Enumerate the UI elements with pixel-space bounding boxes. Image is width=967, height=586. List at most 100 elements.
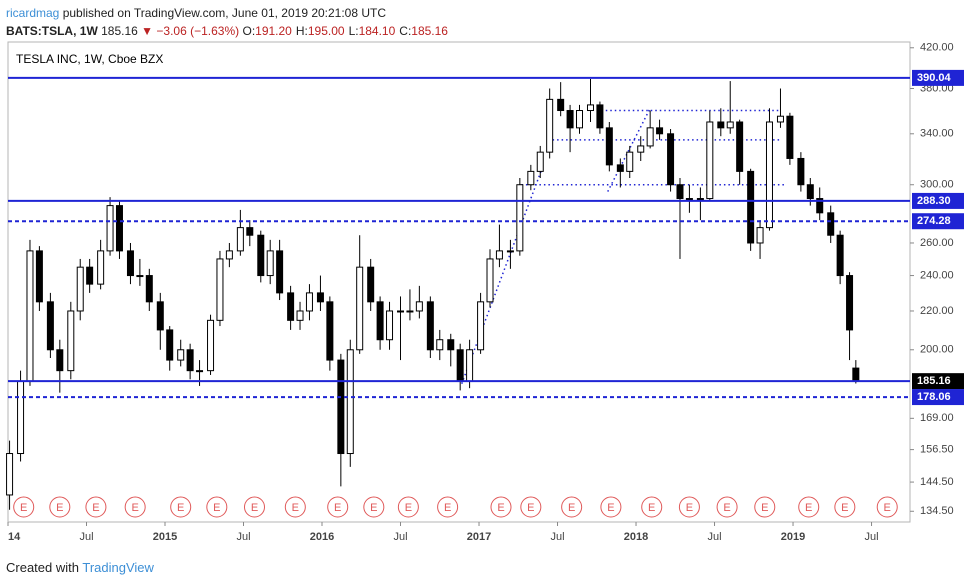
candle-body — [266, 250, 274, 277]
candle-body — [156, 301, 164, 331]
candle-body — [46, 301, 54, 351]
earnings-marker — [600, 496, 622, 518]
earnings-marker — [520, 496, 542, 518]
candle-body — [456, 349, 464, 383]
earnings-marker — [798, 496, 820, 518]
ohlc-value: 195.00 — [307, 24, 345, 38]
chart: TESLA INC, 1W, Cboe BZX 134.50 144.50 156.… — [6, 41, 964, 543]
y-tick-label: 169.00 — [920, 412, 954, 424]
candle-body — [596, 104, 604, 129]
level-label: 288.30 — [917, 195, 951, 207]
ohlc-value: 185.16 — [411, 24, 448, 38]
candle-body — [516, 184, 524, 252]
candle-body — [506, 250, 514, 253]
candle-body — [586, 104, 594, 112]
published: published on TradingView.com, June 01, 2… — [62, 6, 387, 20]
earnings-marker — [641, 496, 663, 518]
candle-body — [145, 275, 153, 303]
candle-body — [415, 301, 423, 312]
candle-body — [527, 170, 535, 186]
earnings-label: E — [497, 502, 504, 514]
earnings-label: E — [884, 502, 891, 514]
candle-body — [426, 301, 434, 351]
earnings-marker — [327, 496, 349, 518]
symbol: BATS:TSLA, 1W — [6, 24, 98, 38]
candle-body — [177, 349, 185, 361]
candle-body — [337, 359, 345, 455]
earnings-label: E — [607, 502, 614, 514]
earnings-label: E — [132, 502, 139, 514]
earnings-label: E — [405, 502, 412, 514]
footer: Created with TradingView — [6, 560, 154, 575]
candle-body — [115, 205, 123, 252]
x-tick-label: 2019 — [781, 531, 805, 543]
x-tick-label: Jul — [550, 531, 564, 543]
level-box — [912, 373, 964, 390]
y-tick-label: 340.00 — [920, 128, 954, 140]
candle-body — [827, 212, 835, 236]
candle-body — [786, 115, 794, 159]
candle-body — [106, 205, 114, 252]
candle-body — [316, 292, 324, 303]
earnings-marker — [49, 496, 71, 518]
candle-body — [806, 184, 814, 200]
candle-body — [546, 98, 554, 153]
level-box — [912, 192, 964, 209]
candle-body — [287, 292, 295, 321]
earnings-label: E — [370, 502, 377, 514]
y-tick-label: 240.00 — [920, 269, 954, 281]
x-tick-label: Jul — [393, 531, 407, 543]
y-tick-label: 220.00 — [920, 305, 954, 317]
candle-body — [257, 234, 265, 277]
chart-title: TESLA INC, 1W, Cboe BZX — [16, 52, 163, 66]
candle-body — [346, 349, 354, 455]
candle-body — [326, 301, 334, 361]
candle-body — [656, 127, 664, 135]
earnings-marker — [437, 496, 459, 518]
y-tick-label: 134.50 — [920, 505, 954, 517]
earnings-marker — [678, 496, 700, 518]
level-box — [912, 389, 964, 406]
ohlc-value: 184.10 — [358, 24, 396, 38]
candle-body — [756, 227, 764, 244]
candle-body — [477, 301, 485, 351]
candle-body — [97, 250, 105, 285]
earnings-label: E — [20, 502, 27, 514]
candle-body — [685, 198, 693, 201]
ohlc-value: 191.20 — [255, 24, 292, 38]
candle-body — [207, 319, 215, 372]
candle-body — [246, 227, 254, 236]
ohlc-key: C: — [399, 24, 412, 38]
candle-body — [747, 170, 755, 244]
candle-body — [296, 310, 304, 321]
candle-body — [6, 453, 14, 496]
earnings-label: E — [56, 502, 63, 514]
candle-body — [706, 121, 714, 200]
level-label: 178.06 — [917, 391, 951, 403]
earnings-label: E — [723, 502, 730, 514]
candle-body — [67, 310, 75, 372]
candle-body — [616, 164, 624, 172]
brand[interactable]: TradingView — [82, 560, 154, 575]
y-tick-label: 200.00 — [920, 344, 954, 356]
candle-body — [696, 198, 704, 201]
earnings-label: E — [841, 502, 848, 514]
earnings-label: E — [334, 502, 341, 514]
author[interactable]: ricardmag — [6, 6, 60, 20]
candle-body — [646, 127, 654, 147]
earnings-label: E — [177, 502, 184, 514]
candle-body — [216, 258, 224, 321]
candle-body — [26, 250, 34, 383]
candle-body — [836, 234, 844, 277]
earnings-marker — [490, 496, 512, 518]
earnings-label: E — [92, 502, 99, 514]
quote-line: BATS:TSLA, 1W 185.16 ▼ −3.06 (−1.63%) O:… — [6, 22, 452, 40]
candle-body — [17, 381, 25, 455]
change: −3.06 (−1.63%) — [156, 24, 240, 38]
candle-body — [436, 339, 444, 351]
earnings-marker — [85, 496, 107, 518]
x-tick-label: 2015 — [153, 531, 177, 543]
x-tick-label: 2018 — [624, 531, 648, 543]
earnings-label: E — [527, 502, 534, 514]
